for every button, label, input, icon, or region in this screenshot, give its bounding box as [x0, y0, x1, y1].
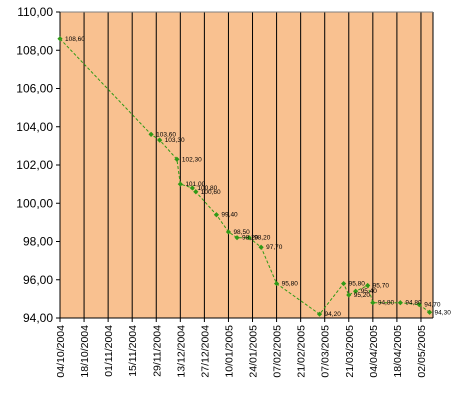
data-point [426, 309, 433, 315]
data-point [365, 282, 371, 289]
y-axis: 94,00 96,00 98,00 100,00 102,00 104,00 106,00 1… [16, 5, 61, 325]
data-point [193, 189, 199, 195]
data-point [148, 131, 154, 137]
x-tick-label: 10/01/2005 [223, 325, 235, 378]
data-label: 95,80 [349, 281, 366, 288]
data-label: 98,20 [242, 235, 259, 242]
x-tick-label: 21/02/2005 [296, 325, 308, 378]
y-tick-label: 106,00 [16, 82, 53, 96]
data-label: 94,80 [378, 300, 395, 307]
x-tick-label: 07/03/2005 [320, 325, 332, 378]
x-tick-label: 18/10/2004 [79, 325, 91, 378]
data-point [189, 185, 195, 191]
data-point [57, 36, 63, 42]
data-label: 98,50 [233, 229, 250, 236]
data-label: 108,60 [65, 36, 85, 43]
x-tick-label: 01/11/2004 [103, 325, 115, 377]
data-point [416, 302, 422, 308]
x-tick-label: 24/01/2005 [248, 325, 260, 378]
x-tick-label: 27/12/2004 [199, 325, 211, 378]
data-point [397, 300, 403, 306]
data-label: 95,80 [282, 281, 299, 288]
data-point [341, 280, 347, 287]
x-axis: 04/10/2004 18/10/2004 01/11/2004 15/11/2004… [55, 317, 433, 378]
data-label: 103,60 [156, 131, 176, 138]
data-label: 94,70 [424, 302, 441, 309]
vertical-gridlines [59, 11, 434, 318]
data-label: 97,70 [266, 244, 283, 251]
data-point [353, 288, 359, 294]
x-tick-label: 15/11/2004 [127, 325, 139, 377]
y-tick-label: 110,00 [17, 5, 53, 19]
data-label: 95,40 [361, 288, 378, 295]
x-tick-label: 04/10/2004 [55, 325, 67, 378]
data-label: 99,40 [221, 212, 238, 219]
data-point [346, 292, 352, 298]
data-label: 95,70 [373, 282, 390, 289]
x-tick-label: 29/11/2004 [151, 325, 163, 377]
y-tick-label: 102,00 [16, 158, 53, 172]
data-label: 94,30 [435, 309, 452, 316]
data-label: 102,30 [182, 156, 202, 163]
data-label: 100,80 [197, 185, 217, 192]
data-label: 95,20 [354, 292, 371, 299]
data-label: 94,80 [405, 300, 422, 307]
data-point [213, 212, 220, 218]
data-label: 101,00 [185, 181, 205, 188]
plot-area [60, 12, 433, 318]
data-label: 103,30 [165, 137, 185, 144]
y-tick-label: 108,00 [16, 43, 53, 57]
data-point [273, 280, 280, 287]
data-point [246, 235, 252, 241]
data-point [370, 300, 376, 306]
series-line [59, 38, 430, 315]
data-point [174, 156, 180, 162]
x-tick-label: 18/04/2005 [392, 325, 404, 378]
x-tick-label: 21/03/2005 [344, 325, 356, 378]
data-point [258, 244, 264, 250]
data-label: 98,20 [254, 235, 271, 242]
y-tick-label: 94,00 [23, 311, 53, 325]
y-tick-label: 98,00 [23, 235, 53, 249]
data-label: 100,60 [201, 189, 221, 196]
data-markers [57, 36, 433, 317]
data-point [234, 235, 240, 241]
series-polyline [59, 38, 430, 315]
y-tick-label: 100,00 [16, 196, 53, 210]
x-tick-label: 02/05/2005 [416, 325, 428, 378]
x-tick-label: 07/02/2005 [272, 325, 284, 378]
data-point [316, 311, 323, 317]
x-tick-label: 04/04/2005 [368, 325, 380, 378]
y-tick-label: 104,00 [16, 120, 53, 134]
data-point [177, 181, 183, 187]
data-point [225, 229, 232, 235]
x-tick-label: 13/12/2004 [175, 325, 187, 378]
data-label: 94,20 [325, 311, 342, 318]
data-point [157, 137, 163, 143]
y-tick-label: 96,00 [23, 273, 53, 287]
